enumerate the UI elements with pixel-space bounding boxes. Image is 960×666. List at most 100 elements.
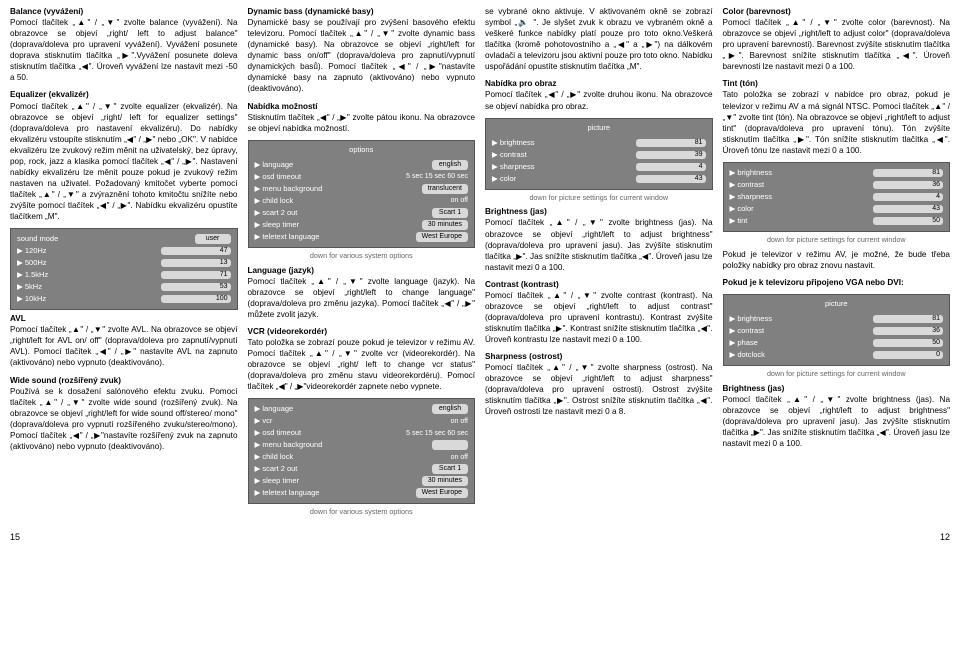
title-brightness2: Brightness (jas) — [723, 384, 785, 393]
column-3: se vybrané okno aktivuje. V aktivovaném … — [485, 6, 713, 521]
section-balance: Balance (vyvážení) Pomocí tlačítek „▲" /… — [10, 6, 238, 83]
osd-row: ▶ brightness81 — [730, 167, 944, 179]
osd-row: ▶ brightness81 — [730, 313, 944, 325]
tint-rows: ▶ brightness81▶ contrast36▶ sharpness4▶ … — [730, 167, 944, 227]
section-color: Color (barevnost) Pomocí tlačítek „▲" / … — [723, 6, 951, 72]
title-vcr: VCR (videorekordér) — [248, 327, 328, 336]
osd-vcr: ▶ languageenglish▶ vcron off▶ osd timeou… — [248, 398, 476, 504]
note-av: Pokud je televizor v režimu AV, je možné… — [723, 249, 951, 271]
osd-row: ▶ osd timeout5 sec 15 sec 60 sec — [255, 427, 469, 439]
text-balance: Pomocí tlačítek „▲" / „▼" zvolte balance… — [10, 18, 238, 82]
title-sharpness: Sharpness (ostrost) — [485, 352, 562, 361]
title-color: Color (barevnost) — [723, 7, 791, 16]
title-options: Nabídka možností — [248, 102, 318, 111]
osd-row: ▶ contrast36 — [730, 325, 944, 337]
section-pand: se vybrané okno aktivuje. V aktivovaném … — [485, 6, 713, 72]
osd-row: ▶ menu background — [255, 439, 469, 451]
title-dynbass: Dynamic bass (dynamické basy) — [248, 7, 374, 16]
title-language: Language (jazyk) — [248, 266, 314, 275]
osd-row: ▶ sleep timer30 minutes — [255, 475, 469, 487]
dvi-rows: ▶ brightness81▶ contrast36▶ phase50▶ dot… — [730, 313, 944, 361]
section-equalizer: Equalizer (ekvalizér) Pomocí tlačítek „▲… — [10, 89, 238, 222]
osd-row: ▶ 10kHz100 — [17, 293, 231, 305]
osd-row: ▶ scart 2 outScart 1 — [255, 207, 469, 219]
osd-dvi: picture ▶ brightness81▶ contrast36▶ phas… — [723, 294, 951, 366]
title-widesound: Wide sound (rozšířený zvuk) — [10, 376, 121, 385]
osd-row: ▶ teletext languageWest Europe — [255, 487, 469, 499]
page-right: 12 — [940, 531, 950, 543]
osd-row: ▶ osd timeout5 sec 15 sec 60 sec — [255, 171, 469, 183]
osd-row: ▶ 1.5kHz71 — [17, 269, 231, 281]
text-dynbass: Dynamické basy se používají pro zvýšení … — [248, 18, 476, 93]
text-sharpness: Pomocí tlačítek „▲" / „▼" zvolte sharpne… — [485, 363, 713, 416]
vcr-rows: ▶ languageenglish▶ vcron off▶ osd timeou… — [255, 403, 469, 499]
text-vcr: Tato položka se zobrazí pouze pokud je t… — [248, 338, 476, 391]
osd-row: ▶ 5kHz53 — [17, 281, 231, 293]
picture-rows: ▶ brightness81▶ contrast39▶ sharpness4▶ … — [492, 137, 706, 185]
section-vcr: VCR (videorekordér) Tato položka se zobr… — [248, 326, 476, 392]
osd-row: ▶ contrast39 — [492, 149, 706, 161]
text-avl: Pomocí tlačítek „▲" / „▼" zvolte AVL. Na… — [10, 325, 238, 367]
page-footer: 15 12 — [0, 531, 960, 543]
section-dynbass: Dynamic bass (dynamické basy) Dynamické … — [248, 6, 476, 95]
osd-row: ▶ color43 — [730, 203, 944, 215]
osd-row: ▶ scart 2 outScart 1 — [255, 463, 469, 475]
osd-row: ▶ child lockon off — [255, 451, 469, 463]
text-brightness: Pomocí tlačítek „▲" / „▼" zvolte brightn… — [485, 218, 713, 271]
section-picture: Nabídka pro obraz Pomocí tlačítek „◀" / … — [485, 78, 713, 111]
osd-row: ▶ teletext languageWest Europe — [255, 231, 469, 243]
osd-row: ▶ sharpness4 — [492, 161, 706, 173]
options-rows: ▶ languageenglish▶ osd timeout5 sec 15 s… — [255, 159, 469, 243]
text-widesound: Používá se k dosažení salónového efektu … — [10, 387, 238, 451]
caption-picture: down for picture settings for current wi… — [485, 193, 713, 203]
title-tint: Tint (tón) — [723, 79, 758, 88]
osd-row: ▶ phase50 — [730, 337, 944, 349]
text-brightness2: Pomocí tlačítek „▲" / „▼" zvolte brightn… — [723, 395, 951, 448]
title-brightness: Brightness (jas) — [485, 207, 547, 216]
caption-options: down for various system options — [248, 251, 476, 261]
section-tint: Tint (tón) Tato položka se zobrazí v nab… — [723, 78, 951, 155]
title-avl: AVL — [10, 314, 26, 323]
osd-row: ▶ languageenglish — [255, 159, 469, 171]
column-2: Dynamic bass (dynamické basy) Dynamické … — [248, 6, 476, 521]
section-language: Language (jazyk) Pomocí tlačítek „▲" / „… — [248, 265, 476, 320]
caption-tint: down for picture settings for current wi… — [723, 235, 951, 245]
section-brightness: Brightness (jas) Pomocí tlačítek „▲" / „… — [485, 206, 713, 272]
title-dvi: Pokud je k televizoru připojeno VGA nebo… — [723, 278, 904, 287]
osd-row: ▶ child lockon off — [255, 195, 469, 207]
column-1: Balance (vyvážení) Pomocí tlačítek „▲" /… — [10, 6, 238, 521]
page-left: 15 — [10, 531, 20, 543]
text-language: Pomocí tlačítek „▲" / „▼" zvolte languag… — [248, 277, 476, 319]
text-tint: Tato položka se zobrazí v nabídce pro ob… — [723, 90, 951, 154]
osd-row: ▶ brightness81 — [492, 137, 706, 149]
osd-row: ▶ languageenglish — [255, 403, 469, 415]
osd-equalizer: sound modeuser ▶ 120Hz47▶ 500Hz13▶ 1.5kH… — [10, 228, 238, 310]
title-equalizer: Equalizer (ekvalizér) — [10, 90, 89, 99]
section-options: Nabídka možností Stisknutím tlačítek „◀"… — [248, 101, 476, 134]
osd-row: ▶ sleep timer30 minutes — [255, 219, 469, 231]
osd-options: options ▶ languageenglish▶ osd timeout5 … — [248, 140, 476, 248]
text-options: Stisknutím tlačítek „◀" / „▶" zvolte pát… — [248, 113, 476, 133]
section-brightness2: Brightness (jas) Pomocí tlačítek „▲" / „… — [723, 383, 951, 449]
osd-row: ▶ vcron off — [255, 415, 469, 427]
osd-row: ▶ color43 — [492, 173, 706, 185]
osd-row: ▶ 500Hz13 — [17, 257, 231, 269]
section-widesound: Wide sound (rozšířený zvuk) Používá se k… — [10, 375, 238, 452]
osd-row: ▶ tint50 — [730, 215, 944, 227]
caption-vcr: down for various system options — [248, 507, 476, 517]
osd-row: ▶ menu backgroundtranslucent — [255, 183, 469, 195]
osd-picture: picture ▶ brightness81▶ contrast39▶ shar… — [485, 118, 713, 190]
eq-rows: ▶ 120Hz47▶ 500Hz13▶ 1.5kHz71▶ 5kHz53▶ 10… — [17, 245, 231, 305]
osd-row: ▶ sharpness4 — [730, 191, 944, 203]
title-contrast: Contrast (kontrast) — [485, 280, 559, 289]
title-balance: Balance (vyvážení) — [10, 7, 83, 16]
title-picture: Nabídka pro obraz — [485, 79, 556, 88]
text-picture: Pomocí tlačítek „◀" / „▶" zvolte druhou … — [485, 90, 713, 110]
section-contrast: Contrast (kontrast) Pomocí tlačítek „▲" … — [485, 279, 713, 345]
column-4: Color (barevnost) Pomocí tlačítek „▲" / … — [723, 6, 951, 521]
osd-row: ▶ dotclock0 — [730, 349, 944, 361]
osd-row: ▶ 120Hz47 — [17, 245, 231, 257]
caption-dvi: down for picture settings for current wi… — [723, 369, 951, 379]
section-sharpness: Sharpness (ostrost) Pomocí tlačítek „▲" … — [485, 351, 713, 417]
osd-row: ▶ contrast36 — [730, 179, 944, 191]
